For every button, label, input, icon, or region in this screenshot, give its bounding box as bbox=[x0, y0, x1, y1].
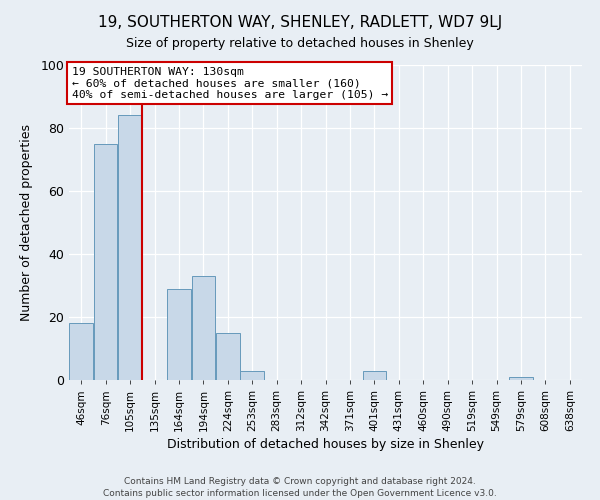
Text: Contains HM Land Registry data © Crown copyright and database right 2024.
Contai: Contains HM Land Registry data © Crown c… bbox=[103, 476, 497, 498]
Bar bbox=[118, 116, 142, 380]
Bar bbox=[216, 333, 239, 380]
Bar bbox=[509, 377, 533, 380]
Text: 19 SOUTHERTON WAY: 130sqm
← 60% of detached houses are smaller (160)
40% of semi: 19 SOUTHERTON WAY: 130sqm ← 60% of detac… bbox=[71, 66, 388, 100]
Bar bbox=[167, 288, 191, 380]
Bar bbox=[70, 324, 93, 380]
Text: 19, SOUTHERTON WAY, SHENLEY, RADLETT, WD7 9LJ: 19, SOUTHERTON WAY, SHENLEY, RADLETT, WD… bbox=[98, 15, 502, 30]
Bar bbox=[94, 144, 118, 380]
Bar bbox=[362, 370, 386, 380]
Y-axis label: Number of detached properties: Number of detached properties bbox=[20, 124, 34, 321]
Bar bbox=[191, 276, 215, 380]
Text: Size of property relative to detached houses in Shenley: Size of property relative to detached ho… bbox=[126, 38, 474, 51]
X-axis label: Distribution of detached houses by size in Shenley: Distribution of detached houses by size … bbox=[167, 438, 484, 451]
Bar bbox=[241, 370, 264, 380]
